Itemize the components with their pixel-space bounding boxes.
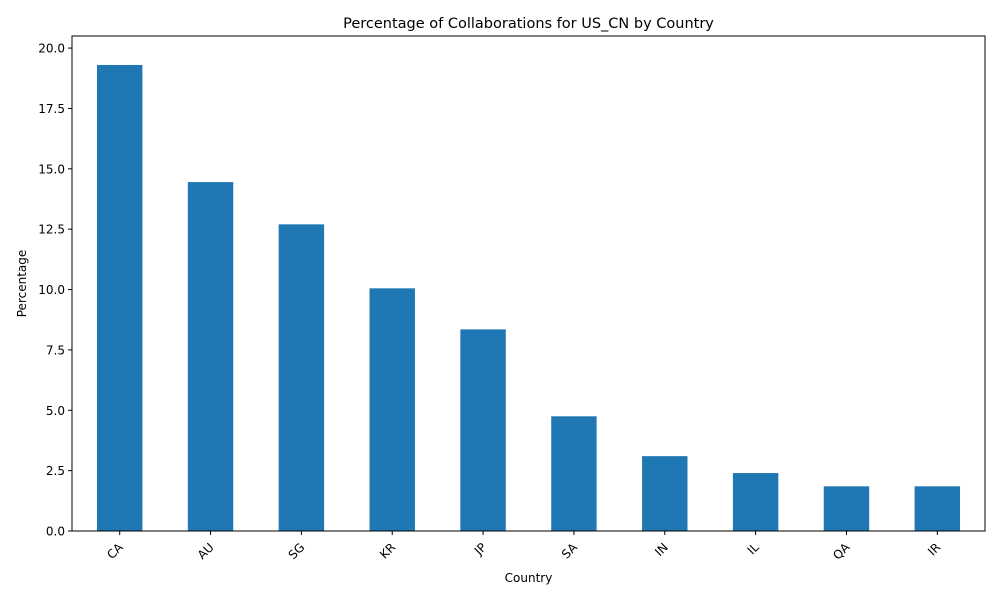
bar-sg [278,224,325,531]
y-tick-label: 10.0 [38,283,65,297]
bar-kr [369,288,415,531]
x-tick-label-au: AU [195,540,217,562]
x-tick-label-il: IL [745,540,762,557]
y-tick-label: 20.0 [38,42,65,56]
y-tick-label: 2.5 [46,464,65,478]
plot-frame [71,35,986,532]
x-tick-label-sg: SG [286,540,308,562]
y-tick-label: 5.0 [46,404,65,418]
y-tick-label: 0.0 [46,525,65,539]
x-tick-label-ir: IR [925,540,943,558]
y-tick-label: 17.5 [38,102,65,116]
bar-ca [96,64,143,531]
x-tick-label-ca: CA [104,540,126,562]
x-tick-label-kr: KR [377,540,398,561]
bar-sa [551,416,597,531]
x-tick-label-sa: SA [559,540,581,562]
x-tick-label-in: IN [652,540,671,559]
bar-jp [460,329,506,531]
y-tick-label: 15.0 [38,162,65,176]
x-axis-label: Country [505,571,553,585]
x-axis-ticks: CA AU SG KR JP SA IN IL QA IR [104,531,943,563]
bar-ir [914,486,961,531]
y-tick-label: 12.5 [38,223,65,237]
y-tick-label: 7.5 [46,343,65,357]
bar-il [732,473,779,531]
x-tick-label-jp: JP [471,540,489,558]
x-tick-label-qa: QA [830,540,853,563]
y-axis-label: Percentage [15,250,29,318]
y-axis-ticks: 0.0 2.5 5.0 7.5 10.0 12.5 15.0 17.5 20.0 [38,42,72,539]
chart-title: Percentage of Collaborations for US_CN b… [343,16,714,32]
bar-in [642,456,688,531]
bars-layer [96,64,961,531]
bar-qa [823,486,870,531]
bar-au [187,182,234,531]
